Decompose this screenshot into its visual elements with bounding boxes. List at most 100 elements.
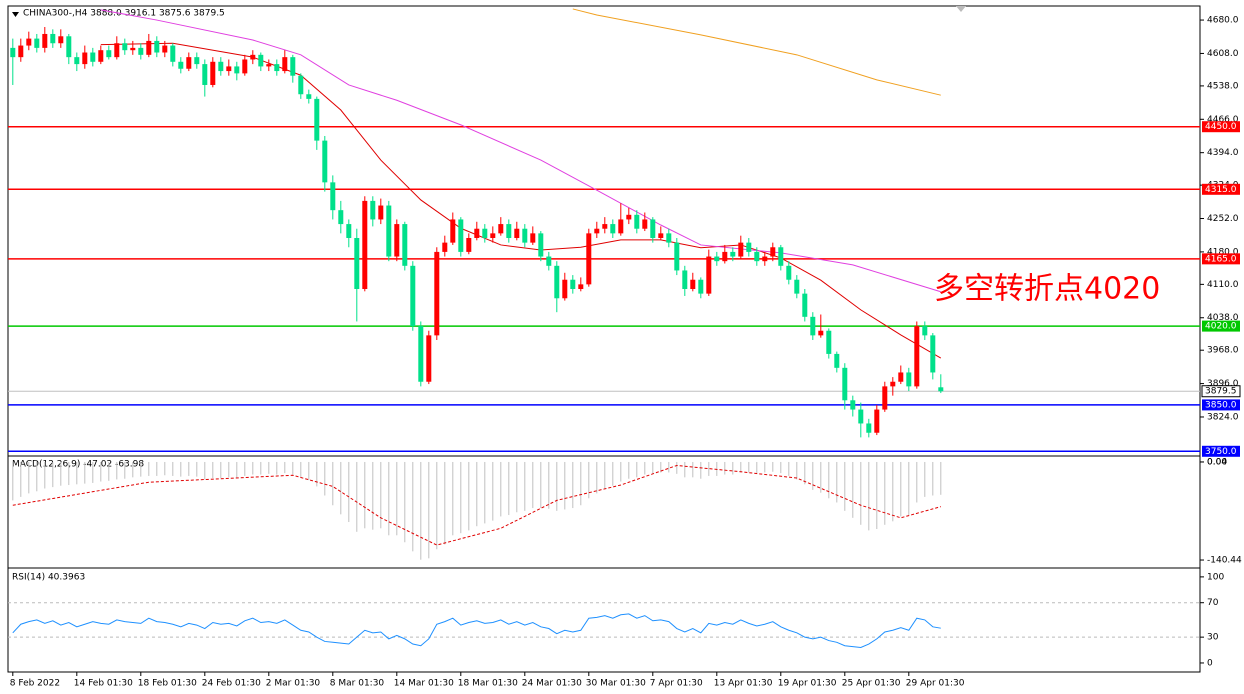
candle-body	[146, 40, 152, 55]
x-tick-label: 24 Feb 01:30	[202, 679, 261, 689]
candle-body	[874, 409, 880, 433]
candle-body	[706, 256, 712, 294]
candle-body	[938, 387, 944, 392]
x-tick-label: 14 Mar 01:30	[394, 679, 454, 689]
candle-body	[354, 237, 360, 289]
y-tick-label: 4180.0	[1207, 247, 1239, 257]
level-tag	[1202, 253, 1240, 265]
candle-body	[442, 242, 448, 252]
level-tag	[1202, 445, 1240, 457]
y-tick-label: -140.44	[1207, 556, 1242, 566]
candle-body	[162, 45, 168, 53]
candle-body	[18, 45, 24, 58]
level-label: 4165.0	[1205, 254, 1237, 264]
y-tick-label: 0.00	[1207, 457, 1227, 467]
candle-body	[882, 386, 888, 410]
x-tick-label: 18 Mar 01:30	[458, 679, 518, 689]
y-tick-label: 4394.0	[1207, 148, 1239, 158]
candle-body	[530, 233, 536, 243]
moving-average	[100, 9, 941, 293]
x-tick-label: 8 Feb 2022	[10, 679, 60, 689]
candle-body	[714, 256, 720, 262]
candle-body	[722, 251, 728, 262]
candle-body	[82, 52, 88, 65]
candle-body	[298, 75, 304, 95]
candle-body	[626, 214, 632, 220]
candle-body	[522, 228, 528, 243]
level-tag	[1202, 320, 1240, 332]
y-tick-label: 0.04	[1207, 457, 1227, 467]
candle-body	[26, 38, 32, 46]
candle-body	[762, 256, 768, 262]
candle-body	[914, 326, 920, 387]
candle-body	[554, 265, 560, 299]
candle-body	[122, 43, 128, 51]
candle-body	[98, 50, 104, 62]
candle-body	[50, 33, 56, 44]
candle-body	[594, 228, 600, 234]
annotation: 多空转折点4020	[934, 272, 1160, 307]
candle-body	[346, 224, 352, 238]
candle-body	[114, 43, 120, 58]
candle-body	[538, 233, 544, 257]
candle-body	[106, 50, 112, 58]
candle-body	[58, 36, 64, 44]
last-price-tag	[1201, 385, 1241, 398]
candle-body	[266, 64, 272, 67]
candle-body	[818, 330, 824, 336]
x-tick-label: 13 Apr 01:30	[714, 679, 773, 689]
candle-body	[130, 47, 136, 51]
y-tick-label: 4538.0	[1207, 81, 1239, 91]
candle-body	[930, 335, 936, 373]
candle-body	[154, 40, 160, 53]
scroll-marker	[956, 6, 966, 12]
moving-average	[572, 8, 941, 96]
candle-body	[450, 219, 456, 243]
chart-title: CHINA300-,H4 3888.0 3916.1 3875.6 3879.5	[23, 9, 225, 19]
level-tag	[1202, 399, 1240, 411]
candle-body	[490, 233, 496, 238]
y-tick-label: 70	[1207, 598, 1219, 608]
candle-body	[834, 353, 840, 368]
y-tick-label: 4252.0	[1207, 214, 1239, 224]
candle-body	[410, 265, 416, 327]
signal-line	[12, 464, 941, 546]
rsi-title: RSI(14) 40.3963	[12, 573, 85, 583]
moving-average	[100, 42, 942, 359]
x-tick-label: 30 Mar 01:30	[586, 679, 646, 689]
candle-body	[562, 279, 568, 299]
candle-body	[786, 265, 792, 280]
y-tick-label: 100	[1207, 572, 1224, 582]
candle-body	[730, 251, 736, 257]
candle-body	[858, 409, 864, 424]
candle-body	[794, 279, 800, 294]
candle-body	[498, 224, 504, 234]
x-tick-label: 24 Mar 01:30	[522, 679, 582, 689]
candle-body	[226, 66, 232, 72]
candle-body	[386, 205, 392, 257]
candle-body	[274, 64, 280, 72]
candle-body	[618, 219, 624, 234]
candle-body	[866, 423, 872, 433]
candle-body	[138, 47, 144, 55]
candle-body	[202, 64, 208, 85]
candle-body	[186, 57, 192, 69]
candle-body	[634, 214, 640, 229]
level-label: 4315.0	[1205, 185, 1237, 195]
candle-body	[306, 94, 312, 99]
candle-body	[66, 36, 72, 58]
candle-body	[194, 57, 200, 65]
candle-body	[658, 233, 664, 238]
macd-title: MACD(12,26,9) -47.02 -63.98	[12, 460, 144, 470]
candle-body	[642, 219, 648, 229]
candle-body	[234, 66, 240, 74]
level-label: 4020.0	[1205, 322, 1237, 332]
y-tick-label: 30	[1207, 633, 1219, 643]
candle-body	[674, 242, 680, 271]
candle-body	[362, 200, 368, 289]
candle-body	[898, 372, 904, 382]
candle-body	[770, 247, 776, 257]
